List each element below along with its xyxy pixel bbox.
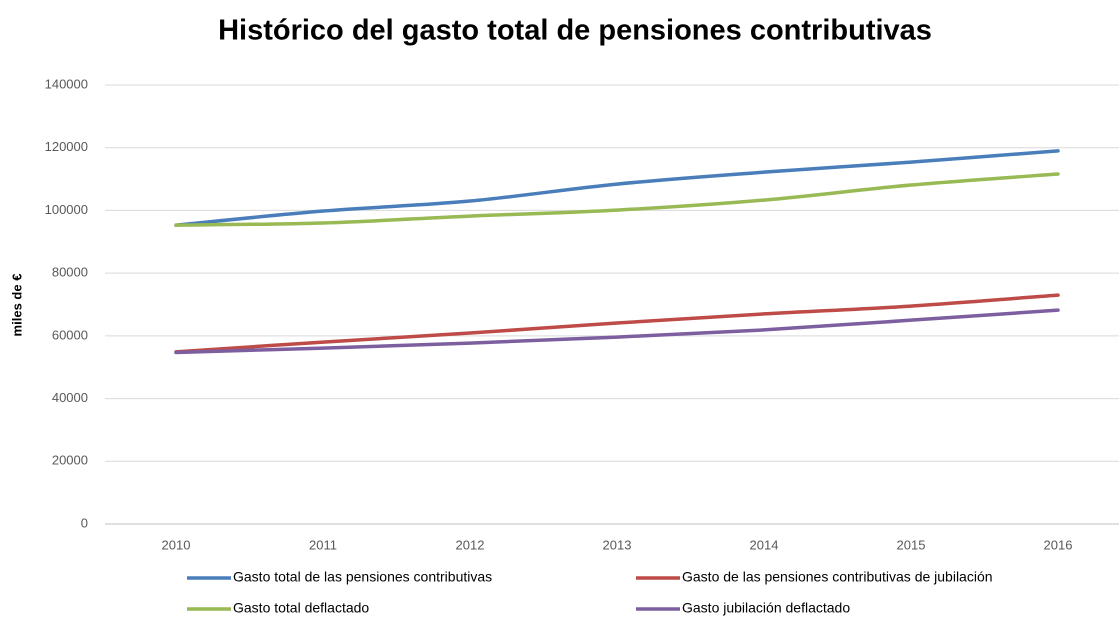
line-series [174,149,1060,227]
x-tick-label: 2014 [750,537,779,552]
y-tick-label: 120000 [45,139,88,154]
legend-label: Gasto total de las pensiones contributiv… [233,569,492,585]
y-axis-label: miles de € [9,274,24,337]
x-tick-label: 2016 [1044,537,1073,552]
legend-label: Gasto de las pensiones contributivas de … [682,569,993,585]
y-tick-label: 20000 [52,453,88,468]
y-tick-label: 100000 [45,202,88,217]
legend-label: Gasto jubilación deflactado [682,600,850,616]
x-tick-label: 2015 [897,537,926,552]
legend-label: Gasto total deflactado [233,600,369,616]
y-tick-label: 60000 [52,327,88,342]
line-series [174,172,1060,227]
line-series [174,308,1060,355]
line-series [174,293,1060,354]
x-tick-label: 2010 [162,537,191,552]
y-tick-label: 140000 [45,76,88,91]
y-tick-label: 0 [81,515,88,530]
x-tick-label: 2013 [603,537,632,552]
y-tick-label: 80000 [52,265,88,280]
chart-title: Histórico del gasto total de pensiones c… [218,15,932,47]
x-tick-label: 2011 [309,537,337,552]
y-tick-label: 40000 [52,390,88,405]
x-tick-label: 2012 [456,537,485,552]
